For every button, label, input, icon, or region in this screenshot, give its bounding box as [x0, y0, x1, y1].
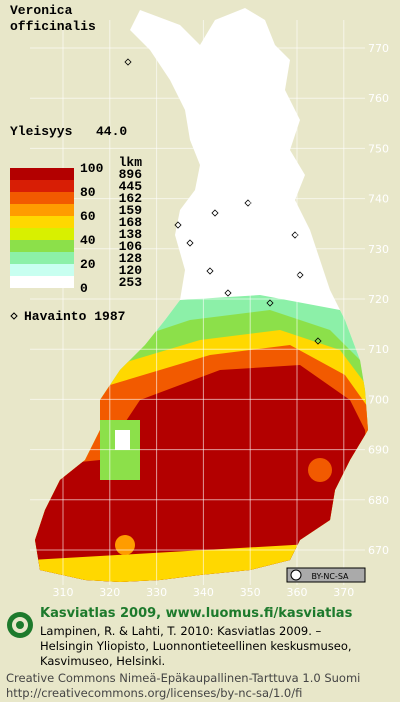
legend-count: 253 — [119, 275, 143, 290]
legend-level: 100 — [80, 161, 104, 176]
citation: Lampinen, R. & Lahti, T. 2010: Kasviatla… — [40, 624, 322, 638]
citation: Helsingin Yliopisto, Luonnontieteellinen… — [40, 639, 352, 653]
grid-y-label: 760 — [368, 92, 389, 105]
grid-y-label: 750 — [368, 142, 389, 155]
legend-count: 159 — [119, 203, 143, 218]
legend-swatch — [10, 264, 74, 276]
grid-x-label: 360 — [287, 586, 308, 599]
observations — [124, 58, 322, 345]
legend-count: 896 — [119, 167, 143, 182]
observation-label: Havainto 1987 — [24, 309, 125, 324]
grid-x-label: 320 — [99, 586, 120, 599]
legend-count: 168 — [119, 215, 143, 230]
license-badge-text: BY-NC-SA — [311, 572, 349, 581]
frequency-value: 44.0 — [96, 124, 127, 139]
legend-count: 120 — [119, 263, 143, 278]
finland — [35, 8, 368, 582]
citation: Kasvimuseo, Helsinki. — [40, 654, 165, 668]
frequency-label: Yleisyys — [10, 124, 73, 139]
legend-level: 20 — [80, 257, 96, 272]
grid-y-label: 770 — [368, 42, 389, 55]
grid-x-label: 340 — [193, 586, 214, 599]
legend-count: 138 — [119, 227, 143, 242]
legend-level: 40 — [80, 233, 96, 248]
legend-level: 60 — [80, 209, 96, 224]
grid-y-label: 740 — [368, 193, 389, 206]
legend-swatch — [10, 240, 74, 252]
legend-count: 128 — [119, 251, 143, 266]
grid-x-label: 310 — [53, 586, 74, 599]
legend-swatch — [10, 192, 74, 204]
legend-count: 162 — [119, 191, 143, 206]
grid-y-label: 680 — [368, 494, 389, 507]
legend-swatch — [10, 252, 74, 264]
species-name: Veronica — [10, 3, 73, 18]
legend-swatch — [10, 180, 74, 192]
grid-y-label: 670 — [368, 544, 389, 557]
count-header: lkm — [119, 155, 143, 170]
license-badge: BY-NC-SA — [286, 567, 366, 583]
species-name: officinalis — [10, 19, 96, 34]
legend-level: 0 — [80, 281, 88, 296]
legend-swatch — [10, 228, 74, 240]
legend-count: 106 — [119, 239, 143, 254]
grid-y-label: 710 — [368, 343, 389, 356]
legend-swatch — [10, 204, 74, 216]
legend-swatch — [10, 276, 74, 288]
observation-symbol — [10, 312, 18, 320]
grid-x-label: 330 — [146, 586, 167, 599]
license-url: http://creativecommons.org/licenses/by-n… — [6, 686, 302, 700]
legend-swatch — [10, 168, 74, 180]
logo — [7, 612, 33, 638]
grid-y-label: 720 — [368, 293, 389, 306]
legend-level: 80 — [80, 185, 96, 200]
legend-swatch — [10, 216, 74, 228]
brand: Kasviatlas 2009, www.luomus.fi/kasviatla… — [40, 606, 353, 621]
license-text: Creative Commons Nimeä-Epäkaupallinen-Ta… — [6, 671, 360, 685]
grid-y-label: 700 — [368, 393, 389, 406]
legend-count: 445 — [119, 179, 143, 194]
grid-x-label: 350 — [240, 586, 261, 599]
grid-y-label: 730 — [368, 243, 389, 256]
grid-y-label: 690 — [368, 444, 389, 457]
grid-x-label: 370 — [333, 586, 354, 599]
grid-lines — [30, 20, 365, 585]
